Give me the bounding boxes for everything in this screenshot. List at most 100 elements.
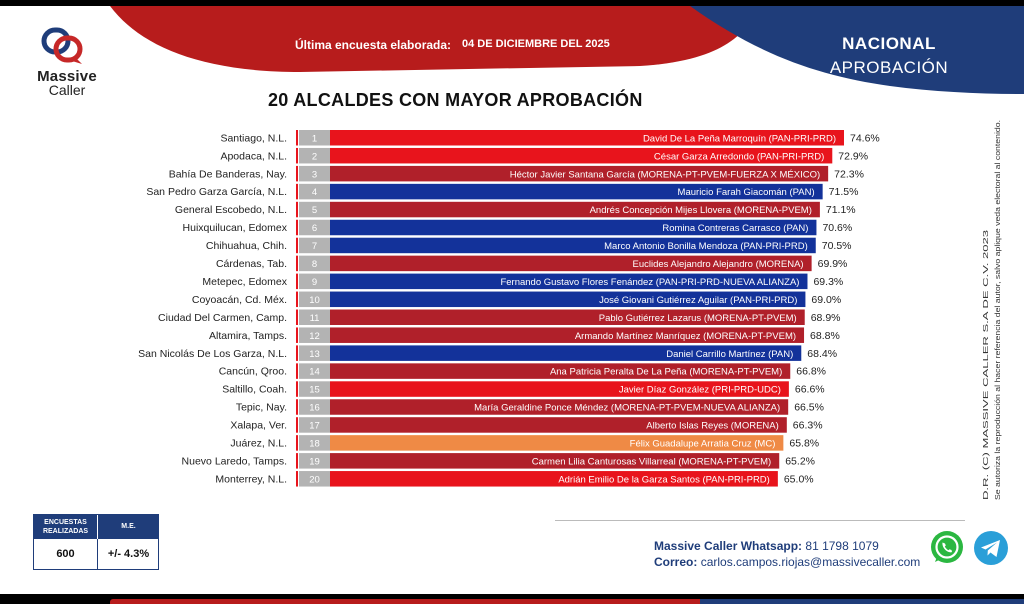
value-label: 72.3% xyxy=(834,168,864,180)
copyright-note: D.R. (C) MASSIVE CALLER S.A DE C.V. 2023… xyxy=(981,120,1002,500)
rank-box xyxy=(299,219,330,236)
rank-box xyxy=(299,309,330,325)
rank-label: 19 xyxy=(309,456,320,467)
city-label: San Nicolás De Los Garza, N.L. xyxy=(138,348,287,360)
city-label: Xalapa, Ver. xyxy=(230,420,287,432)
mayor-name-label: David De La Peña Marroquín (PAN-PRI-PRD) xyxy=(643,133,836,144)
whatsapp-icon[interactable] xyxy=(928,529,966,567)
city-label: Monterrey, N.L. xyxy=(215,473,287,485)
rank-label: 9 xyxy=(312,277,317,288)
scope-label: NACIONAL xyxy=(842,34,936,53)
mayor-name-label: Marco Antonio Bonilla Mendoza (PAN-PRI-P… xyxy=(604,241,808,252)
row-accent xyxy=(296,381,298,397)
rank-label: 16 xyxy=(309,403,320,414)
rank-box xyxy=(299,327,330,343)
value-label: 66.8% xyxy=(796,366,826,378)
bar xyxy=(330,435,784,451)
email-label: Correo: xyxy=(654,555,698,569)
city-label: Bahía De Banderas, Nay. xyxy=(169,168,287,180)
value-label: 65.0% xyxy=(784,473,814,485)
bar xyxy=(330,219,817,236)
email-contact: Correo: carlos.campos.riojas@massivecall… xyxy=(654,555,920,569)
bar xyxy=(330,201,820,218)
whatsapp-contact: Massive Caller Whatsapp: 81 1798 1079 xyxy=(654,539,879,553)
bar xyxy=(330,237,816,254)
poster: Massive Caller Última encuesta elaborada… xyxy=(0,6,1024,594)
rank-label: 7 xyxy=(312,241,317,252)
rank-label: 10 xyxy=(309,295,320,306)
bar xyxy=(330,273,808,290)
row-accent xyxy=(296,453,298,469)
row-accent xyxy=(296,309,298,325)
row-accent xyxy=(296,345,298,361)
bar xyxy=(330,165,829,182)
city-label: Coyoacán, Cd. Méx. xyxy=(192,294,287,306)
mayor-name-label: César Garza Arredondo (PAN-PRI-PRD) xyxy=(654,151,824,162)
bar xyxy=(330,381,789,397)
row-accent xyxy=(296,255,298,272)
bar xyxy=(330,453,780,469)
row-accent xyxy=(296,471,298,487)
rank-label: 8 xyxy=(312,259,317,270)
margin-error-value: +/- 4.3% xyxy=(97,539,159,570)
mayor-name-label: Euclides Alejandro Alejandro (MORENA) xyxy=(633,259,804,270)
city-label: San Pedro Garza García, N.L. xyxy=(146,186,287,198)
value-label: 71.1% xyxy=(826,204,856,216)
rank-box xyxy=(299,183,330,200)
value-label: 71.5% xyxy=(829,186,859,198)
metric-label: APROBACIÓN xyxy=(829,58,949,77)
mayor-name-label: Romina Contreras Carrasco (PAN) xyxy=(662,223,808,234)
mayor-name-label: Héctor Javier Santana García (MORENA-PT-… xyxy=(510,169,820,180)
bottom-red-wave xyxy=(110,599,730,604)
header-blue-wave xyxy=(690,6,1024,94)
value-label: 69.3% xyxy=(813,276,843,288)
value-label: 66.5% xyxy=(794,402,824,414)
bar xyxy=(330,255,812,272)
value-label: 74.6% xyxy=(850,132,880,144)
rank-label: 15 xyxy=(309,385,320,396)
rank-box xyxy=(299,130,330,146)
rank-label: 1 xyxy=(312,133,317,144)
brand-name-line2: Caller xyxy=(48,82,86,98)
bottom-strip xyxy=(0,594,1024,604)
rank-label: 5 xyxy=(312,205,317,216)
whatsapp-number: 81 1798 1079 xyxy=(805,539,879,553)
value-label: 72.9% xyxy=(838,150,868,162)
telegram-icon[interactable] xyxy=(973,530,1009,566)
row-accent xyxy=(296,237,298,254)
value-label: 65.2% xyxy=(785,455,815,467)
value-label: 69.0% xyxy=(811,294,841,306)
contact-divider xyxy=(555,520,965,521)
value-label: 66.3% xyxy=(793,420,823,432)
chart-title: 20 ALCALDES CON MAYOR APROBACIÓN xyxy=(268,90,643,110)
email-address[interactable]: carlos.campos.riojas@massivecaller.com xyxy=(700,555,921,569)
surveys-value: 600 xyxy=(56,548,75,560)
rank-box xyxy=(299,273,330,290)
city-label: Nuevo Laredo, Tamps. xyxy=(182,455,287,467)
row-accent xyxy=(296,201,298,218)
survey-date: 04 DE DICIEMBRE DEL 2025 xyxy=(462,38,610,50)
row-accent xyxy=(296,130,298,146)
bar xyxy=(330,309,805,325)
rank-box xyxy=(299,255,330,272)
rank-box xyxy=(299,345,330,361)
mayor-name-label: Félix Guadalupe Arratia Cruz (MC) xyxy=(630,439,776,450)
brand-name-line1: Massive xyxy=(37,68,97,85)
mayor-name-label: Pablo Gutiérrez Lazarus (MORENA-PT-PVEM) xyxy=(599,313,797,324)
rank-label: 11 xyxy=(310,313,320,324)
header-red-wave xyxy=(110,6,760,72)
city-label: Ciudad Del Carmen, Camp. xyxy=(158,312,287,324)
row-accent xyxy=(296,399,298,415)
massive-caller-logo-icon xyxy=(41,27,83,64)
approval-bar-chart: Santiago, N.L. 1 David De La Peña Marroquí… xyxy=(138,130,880,487)
city-label: Santiago, N.L. xyxy=(220,132,287,144)
bar xyxy=(330,327,805,343)
rank-box xyxy=(299,165,330,182)
margin-error-label: M.E. xyxy=(97,515,159,539)
surveys-label: ENCUESTAS REALIZADAS xyxy=(34,515,97,539)
mayor-name-label: María Geraldine Ponce Méndez (MORENA-PT-… xyxy=(474,403,780,414)
value-label: 70.5% xyxy=(822,240,852,252)
rank-label: 6 xyxy=(312,223,317,234)
city-label: Apodaca, N.L. xyxy=(220,150,287,162)
row-accent xyxy=(296,417,298,433)
